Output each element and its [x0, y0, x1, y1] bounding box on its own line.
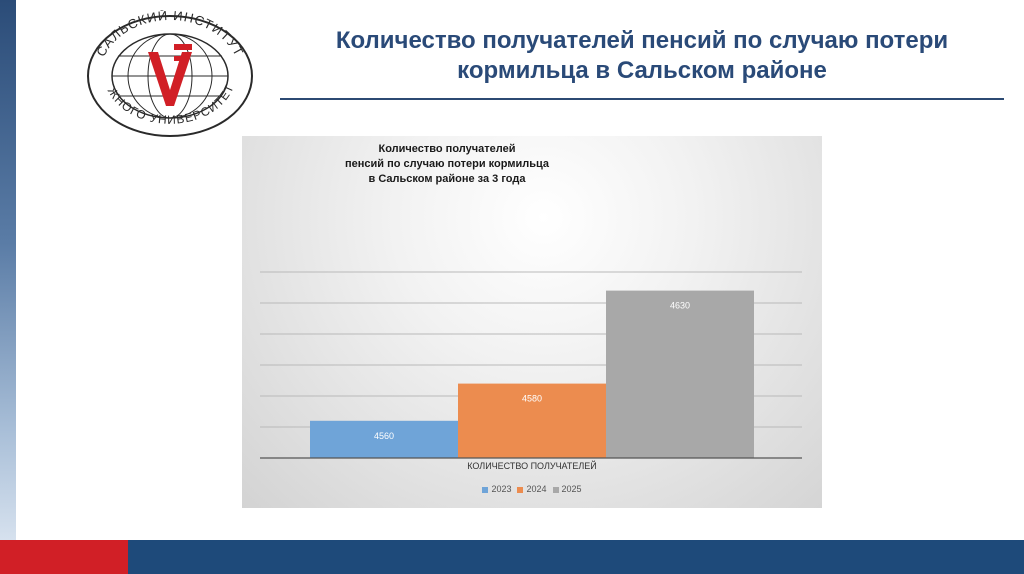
data-label-2023: 4560 — [374, 431, 394, 441]
chart-title-line-1: Количество получателей — [378, 143, 516, 155]
slide-title-line-2: кормильца в Сальском районе — [457, 57, 827, 84]
university-mark-icon — [148, 44, 192, 106]
x-axis-label: КОЛИЧЕСТВО ПОЛУЧАТЕЛЕЙ — [467, 461, 597, 471]
chart-plot: 4560 4580 4630 — [260, 271, 802, 459]
chart-container: Количество получателей пенсий по случаю … — [242, 136, 822, 508]
slide-title-line-1: Количество получателей пенсий по случаю … — [335, 27, 949, 54]
legend-label: 2024 — [526, 484, 547, 494]
legend-item-2023: 2023 — [482, 484, 511, 494]
data-label-2025: 4630 — [670, 301, 690, 311]
chart-legend: 2023 2024 2025 — [242, 484, 822, 494]
legend-swatch-icon — [552, 486, 559, 493]
bar-2024 — [458, 383, 606, 458]
globe-icon — [112, 33, 228, 119]
institute-logo: САЛЬСКИЙ ИНСТИТУТ ЮЖНОГО УНИВЕРСИТЕТА — [70, 10, 253, 137]
legend-swatch-icon — [482, 486, 489, 493]
legend-item-2025: 2025 — [552, 484, 582, 494]
header-rule — [280, 98, 1004, 100]
legend-item-2024: 2024 — [517, 484, 547, 494]
chart-title-line-2: пенсий по случаю потери кормильца — [344, 158, 549, 170]
data-label-2024: 4580 — [522, 394, 542, 404]
chart-title-line-3: в Сальском районе за 3 года — [368, 173, 526, 185]
bar-2023 — [310, 420, 458, 458]
slide-title: Количество получателей пенсий по случаю … — [280, 26, 1004, 86]
left-stripe — [0, 0, 16, 540]
chart-title: Количество получателей пенсий по случаю … — [322, 142, 572, 187]
legend-label: 2025 — [561, 484, 582, 494]
bar-2025 — [606, 290, 754, 458]
legend-label: 2023 — [491, 484, 512, 494]
footer-red-band — [0, 540, 128, 574]
legend-swatch-icon — [517, 486, 524, 493]
footer-blue-band — [128, 540, 1024, 574]
